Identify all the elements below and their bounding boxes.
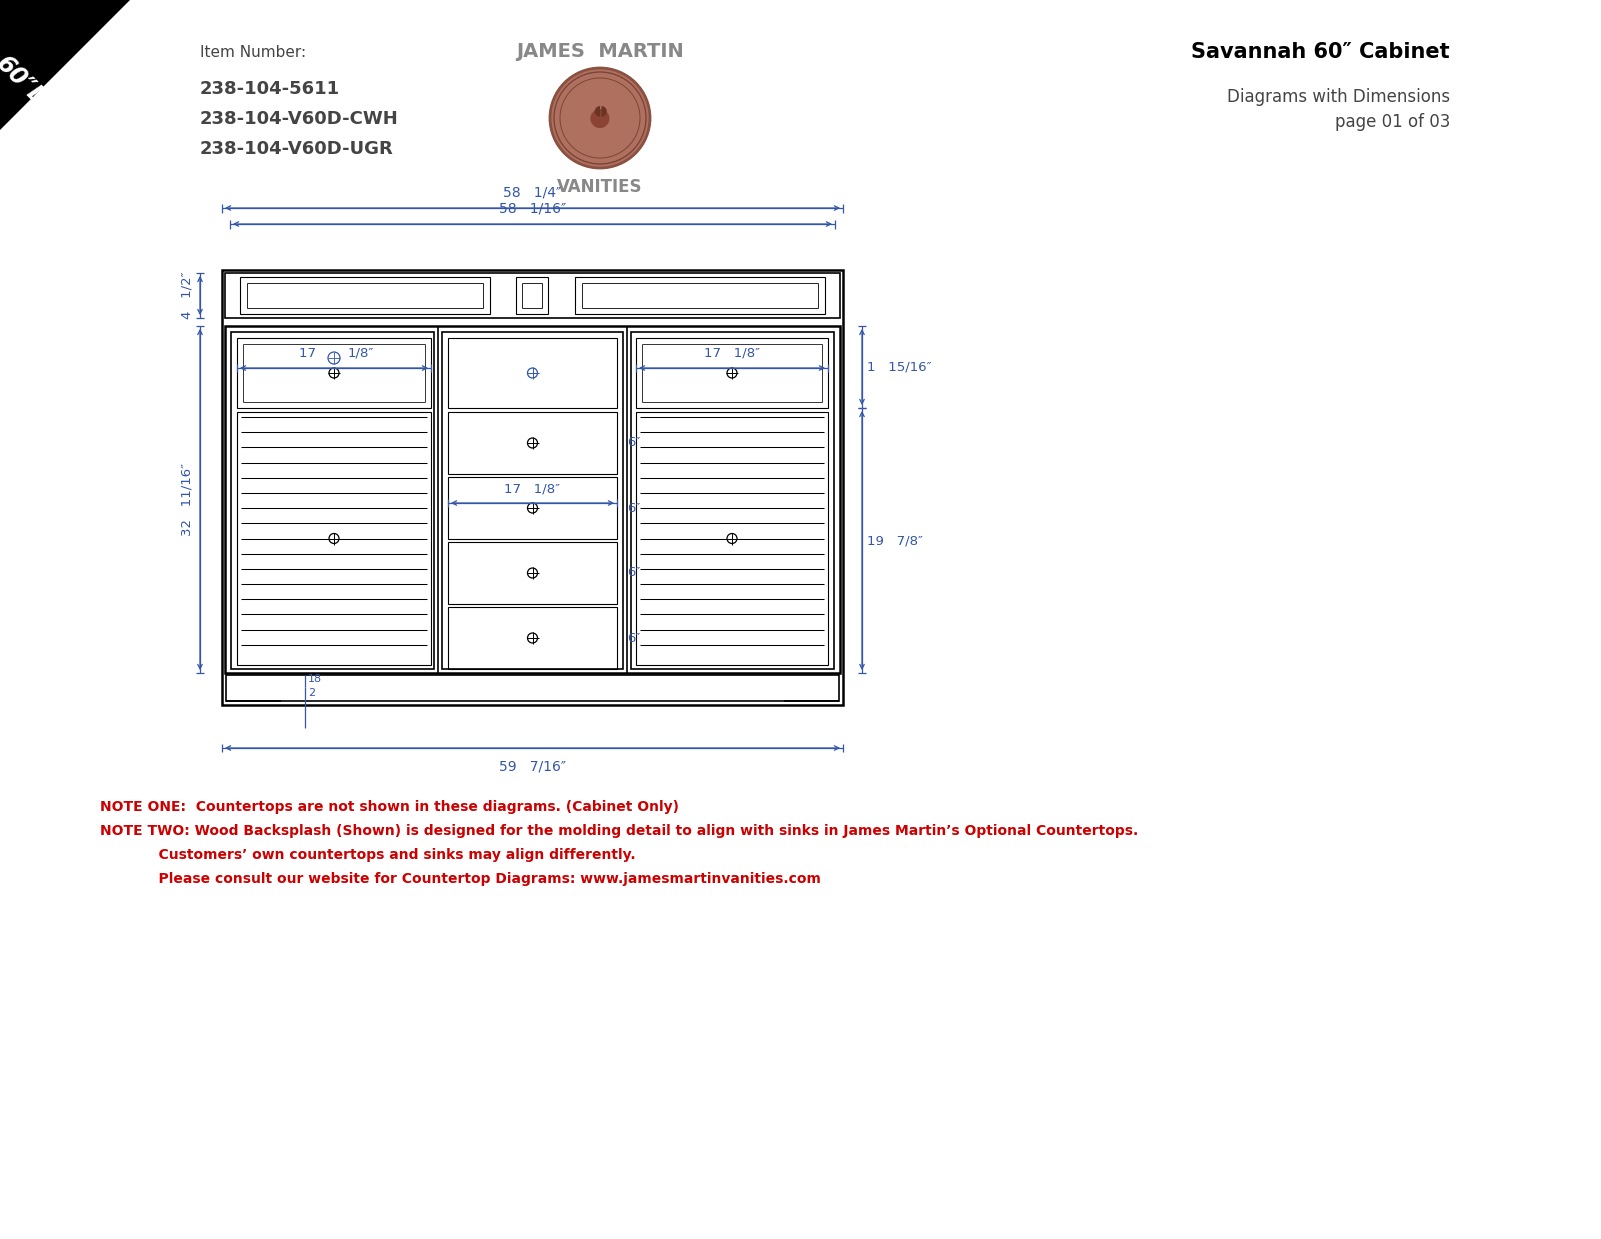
Text: 238-104-V60D-UGR: 238-104-V60D-UGR — [200, 140, 394, 159]
Text: 4   1/2″: 4 1/2″ — [181, 271, 194, 320]
Text: 58   1/4″: 58 1/4″ — [503, 186, 562, 199]
Text: 19   7/8″: 19 7/8″ — [868, 534, 924, 546]
Text: 17: 17 — [299, 347, 320, 361]
Text: 238-104-V60D-CWH: 238-104-V60D-CWH — [200, 110, 399, 128]
Text: page 01 of 03: page 01 of 03 — [1335, 113, 1451, 131]
Bar — [631, 332, 834, 669]
Text: VANITIES: VANITIES — [557, 178, 642, 196]
Text: Please consult our website for Countertop Diagrams: www.jamesmartinvanities.com: Please consult our website for Counterto… — [99, 872, 821, 886]
Text: 17   1/8″: 17 1/8″ — [504, 482, 560, 496]
Text: Item Number:: Item Number: — [200, 45, 306, 59]
Bar — [226, 273, 841, 318]
Bar — [448, 607, 616, 669]
Text: 6″: 6″ — [628, 502, 640, 514]
Bar — [448, 338, 616, 408]
Bar — [442, 332, 623, 669]
Text: JAMES  MARTIN: JAMES MARTIN — [516, 42, 684, 61]
Bar — [226, 326, 841, 673]
Bar — [448, 413, 616, 475]
Text: 6″: 6″ — [628, 632, 640, 644]
Text: 1/8″: 1/8″ — [347, 347, 375, 361]
Bar — [636, 338, 828, 408]
Text: NOTE ONE:  Countertops are not shown in these diagrams. (Cabinet Only): NOTE ONE: Countertops are not shown in t… — [99, 800, 679, 814]
Text: 1   15/16″: 1 15/16″ — [868, 361, 932, 373]
Text: ●: ● — [589, 107, 612, 130]
Text: Diagrams with Dimensions: Diagrams with Dimensions — [1226, 88, 1451, 107]
Text: Customers’ own countertops and sinks may align differently.: Customers’ own countertops and sinks may… — [99, 847, 636, 862]
Bar — [237, 413, 431, 665]
Bar — [575, 278, 825, 313]
Text: 6″: 6″ — [628, 436, 640, 450]
Text: 59   7/16″: 59 7/16″ — [500, 760, 567, 774]
Bar — [226, 675, 839, 701]
Text: ◖◗: ◖◗ — [592, 103, 607, 116]
Bar — [636, 413, 828, 665]
Polygon shape — [0, 0, 130, 130]
Bar — [231, 332, 434, 669]
Text: 60″D: 60″D — [0, 51, 53, 113]
Text: 18: 18 — [307, 674, 322, 684]
Bar — [448, 477, 616, 539]
Text: 58   1/16″: 58 1/16″ — [500, 202, 567, 216]
Text: 6″: 6″ — [628, 566, 640, 580]
Text: 32   11/16″: 32 11/16″ — [181, 463, 194, 536]
Text: 17   1/8″: 17 1/8″ — [704, 347, 760, 361]
Text: 238-104-5611: 238-104-5611 — [200, 81, 339, 98]
Bar — [516, 278, 548, 313]
Circle shape — [551, 68, 650, 169]
Text: NOTE TWO: Wood Backsplash (Shown) is designed for the molding detail to align wi: NOTE TWO: Wood Backsplash (Shown) is des… — [99, 824, 1138, 838]
Bar — [223, 270, 844, 705]
Text: Savannah 60″ Cabinet: Savannah 60″ Cabinet — [1191, 42, 1451, 62]
Text: 2: 2 — [307, 688, 315, 698]
Bar — [240, 278, 490, 313]
Bar — [448, 541, 616, 603]
Bar — [237, 338, 431, 408]
